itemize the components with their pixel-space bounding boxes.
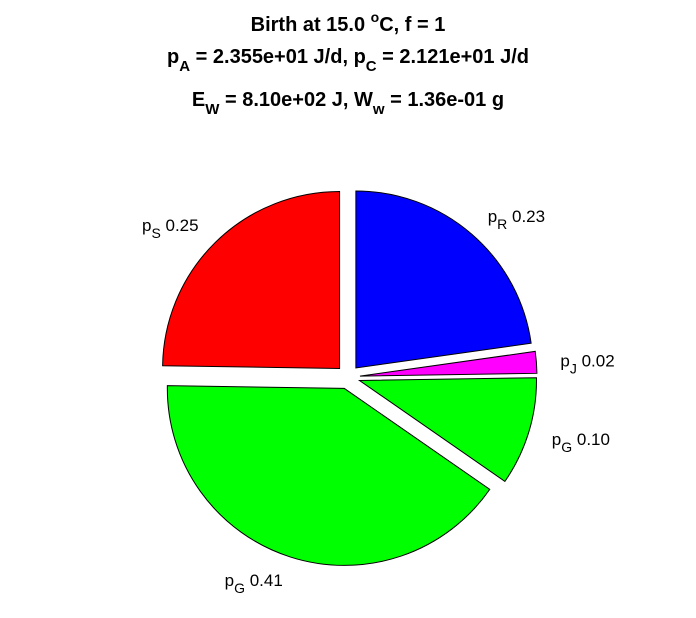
slice-label-pG1: pG 0.10 [552, 430, 610, 455]
title-line-1: Birth at 15.0 oC, f = 1 [251, 9, 446, 36]
chart-title: Birth at 15.0 oC, f = 1 pA = 2.355e+01 J… [167, 9, 529, 118]
slice-label-pG2: pG 0.41 [225, 571, 283, 596]
slice-label-pJ: pJ 0.02 [560, 352, 614, 377]
pie-slice-pJ [359, 350, 538, 377]
title-line-3: EW = 8.10e+02 J, Ww = 1.36e-01 g [192, 89, 504, 118]
slice-label-pS: pS 0.25 [142, 216, 199, 241]
pie-labels: pR 0.23 pJ 0.02 pG 0.10 pG 0.41 pS 0.25 [142, 207, 615, 596]
pie-slice-pG1 [357, 377, 537, 483]
pie-slice-pS [162, 190, 341, 369]
title-line-2: pA = 2.355e+01 J/d, pC = 2.121e+01 J/d [167, 46, 529, 75]
slice-label-pR: pR 0.23 [488, 207, 545, 232]
pie-slice-pR [355, 190, 532, 369]
pie-slices [162, 190, 538, 566]
pie-slice-pG2 [166, 385, 491, 566]
